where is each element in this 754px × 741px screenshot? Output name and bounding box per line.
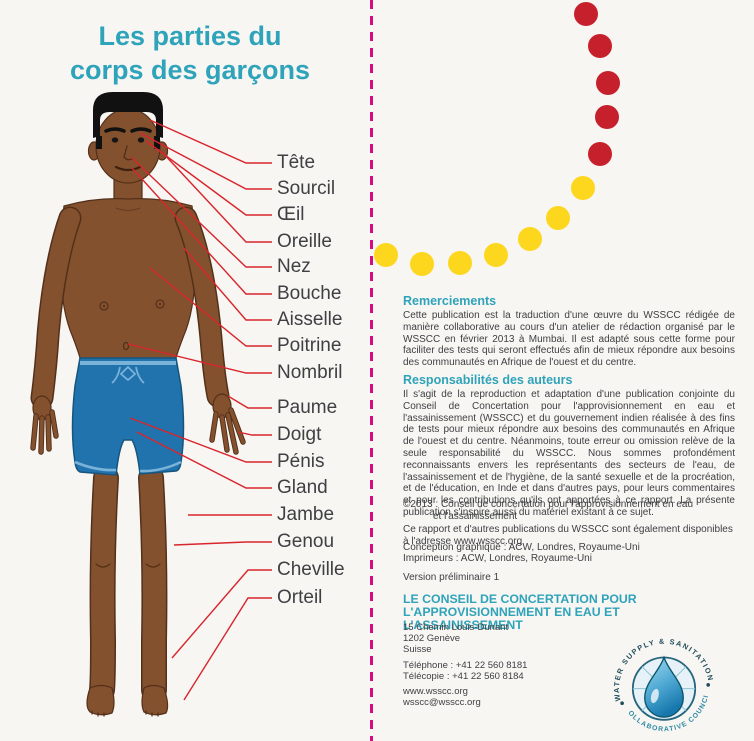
address-line3: Suisse: [403, 644, 432, 656]
body-part-label-tete: Tête: [277, 152, 316, 173]
address-line1: 15 Chemin Louis-Dunant: [403, 622, 509, 633]
nose-shape: [123, 145, 133, 161]
website-link: www.wsscc.org: [403, 686, 468, 697]
body-part-label-gland: Gland: [277, 477, 328, 498]
org-heading: LE CONSEIL DE CONCERTATION POUR L'APPROV…: [403, 593, 735, 631]
body-part-label-bouche: Bouche: [277, 283, 342, 304]
body-part-label-sourcil: Sourcil: [277, 178, 336, 199]
page-title-line1: Les parties du: [98, 21, 282, 51]
torso-shape: [59, 198, 197, 367]
section-heading-responsabilites: Responsabilités des auteurs: [403, 373, 573, 387]
availability-text: Ce rapport et d'autres publications du W…: [403, 524, 733, 547]
fax-text: Télécopie : +41 22 560 8184: [403, 671, 524, 683]
copyright-block: ©2013 : Conseil de concertation pour l'a…: [403, 499, 735, 522]
body-part-label-jambe: Jambe: [277, 504, 335, 525]
imprimeurs-text: Imprimeurs : ACW, Londres, Royaume-Uni: [403, 553, 592, 564]
org-address: 15 Chemin Louis-Dunant 1202 Genève Suiss…: [403, 622, 603, 656]
mouth-shape: [114, 165, 142, 172]
remerciements-text: Cette publication est la traduction d'un…: [403, 310, 735, 369]
leader-lines: [127, 119, 272, 701]
org-phone-block: Téléphone : +41 22 560 8181 Télécopie : …: [403, 660, 603, 682]
responsabilites-text: Il s'agit de la reproduction et adaptati…: [403, 389, 735, 518]
conception-text: Conception graphique : ACW, Londres, Roy…: [403, 542, 640, 553]
phone-text: Téléphone : +41 22 560 8181: [403, 660, 528, 671]
hair-shape: [93, 92, 163, 138]
body-part-label-aisselle: Aisselle: [277, 309, 343, 330]
body-part-label-doigt: Doigt: [277, 424, 322, 445]
org-heading-line2: L'APPROVISIONNEMENT EN EAU ET L'ASSAINIS…: [403, 604, 620, 632]
org-web-block: www.wsscc.org wsscc@wsscc.org: [403, 686, 603, 708]
version-text: Version préliminaire 1: [403, 572, 500, 583]
body-part-label-penis: Pénis: [277, 451, 325, 472]
body-part-label-paume: Paume: [277, 397, 338, 418]
body-part-label-nombril: Nombril: [277, 362, 343, 383]
org-heading-line1: LE CONSEIL DE CONCERTATION POUR: [403, 592, 637, 606]
page-title-line2: corps des garçons: [69, 54, 311, 85]
boy-illustration: [30, 92, 272, 717]
copyright-line1: ©2013 : Conseil de concertation pour l'a…: [403, 499, 694, 510]
body-part-label-poitrine: Poitrine: [277, 335, 342, 356]
body-part-label-nez: Nez: [277, 256, 311, 277]
address-line2: 1202 Genève: [403, 633, 461, 645]
decorative-dots: [374, 2, 620, 276]
body-part-label-genou: Genou: [277, 531, 335, 552]
knee-shape: [95, 563, 111, 568]
body-part-label-oreille: Oreille: [277, 231, 332, 252]
body-part-label-cheville: Cheville: [277, 559, 345, 580]
section-heading-remerciements: Remerciements: [403, 294, 497, 308]
page-title: Les parties du corps des garçons: [20, 20, 360, 88]
wsscc-logo: WATER SUPPLY & SANITATION COLLABORATIVE …: [609, 629, 716, 741]
navel-shape: [122, 341, 130, 351]
eye-shape: [111, 137, 119, 143]
body-part-label-oeil: Œil: [277, 204, 305, 225]
dashed-divider: [370, 0, 373, 741]
eyebrow-shape: [104, 127, 126, 133]
email-link: wsscc@wsscc.org: [403, 697, 481, 709]
nipple-shape: [99, 301, 109, 311]
drawstring-shape: [111, 365, 145, 384]
body-part-label-orteil: Orteil: [277, 587, 323, 608]
shorts-shape: [71, 357, 185, 476]
foot-shape: [86, 684, 115, 716]
copyright-line2: et l'assainissement: [433, 510, 518, 522]
